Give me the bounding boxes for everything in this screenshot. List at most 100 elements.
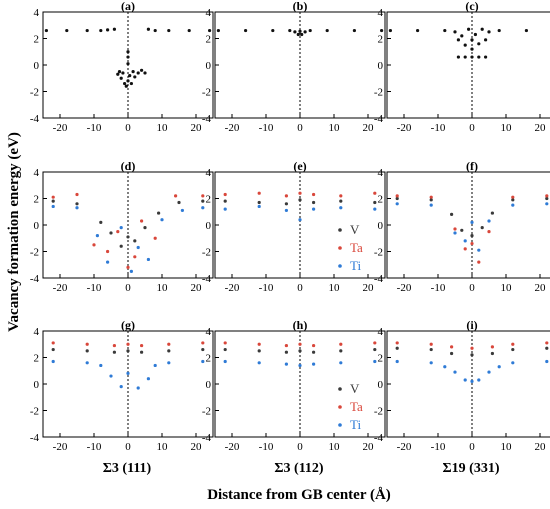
x-tick-label: -20: [397, 282, 412, 294]
data-point: [257, 349, 261, 353]
data-point: [123, 81, 127, 86]
x-tick-label: -10: [87, 122, 102, 134]
data-point: [395, 194, 399, 198]
y-tick-label: 2: [34, 353, 40, 365]
data-point: [470, 241, 474, 246]
panel-label: (c): [465, 0, 478, 13]
data-point: [75, 206, 79, 210]
panel-label: (g): [121, 318, 135, 332]
panel-label: (i): [466, 318, 477, 332]
series-v: [51, 199, 205, 248]
data-point: [95, 234, 99, 238]
data-point: [85, 342, 89, 346]
data-point: [119, 385, 123, 389]
data-point: [116, 72, 120, 76]
data-point: [284, 350, 288, 354]
data-point: [44, 28, 49, 33]
data-point: [373, 200, 377, 205]
data-point: [312, 362, 316, 366]
data-point: [92, 243, 96, 247]
y-tick-label: -4: [30, 273, 40, 285]
series-ta: [395, 341, 549, 350]
y-tick-label: 4: [378, 326, 384, 338]
x-tick-label: -20: [397, 441, 412, 453]
data-point: [126, 342, 130, 346]
data-point: [133, 75, 137, 79]
y-tick-label: 2: [206, 34, 212, 46]
data-point: [298, 29, 302, 33]
y-tick-label: 2: [34, 34, 40, 46]
data-point: [112, 350, 116, 354]
panel-label: (e): [293, 159, 306, 173]
data-point: [133, 239, 137, 243]
legend-marker-ti: [338, 264, 342, 268]
data-point: [223, 347, 227, 352]
data-point: [524, 28, 529, 33]
panel-label: (h): [293, 318, 308, 332]
y-tick-label: 0: [34, 379, 40, 391]
x-tick-label: 20: [535, 122, 547, 134]
data-point: [312, 200, 316, 205]
data-point: [480, 226, 484, 230]
x-tick-label: 10: [329, 441, 341, 453]
legend-label-v: V: [350, 222, 360, 237]
data-point: [129, 81, 133, 86]
x-tick-label: 20: [191, 282, 203, 294]
legend-label-ti: Ti: [350, 417, 361, 432]
x-tick-label: 0: [125, 282, 131, 294]
data-point: [453, 227, 457, 231]
data-point: [484, 55, 488, 59]
plot-frame: [386, 330, 550, 438]
y-tick-label: -2: [30, 87, 39, 99]
data-point: [511, 203, 515, 207]
data-point: [126, 371, 130, 375]
data-point: [293, 30, 297, 34]
data-point: [477, 248, 481, 252]
column-label-3: Σ19 (331): [443, 461, 500, 476]
x-tick-label: -10: [259, 122, 274, 134]
x-tick-label: 20: [363, 122, 375, 134]
y-tick-label: 0: [378, 60, 384, 72]
y-tick-label: -2: [374, 406, 383, 418]
y-tick-label: -2: [202, 247, 211, 259]
data-point: [157, 211, 161, 215]
data-point: [75, 192, 79, 197]
legend-marker-ti: [338, 423, 342, 427]
series-ti: [395, 202, 549, 252]
y-tick-label: 4: [34, 167, 40, 179]
data-point: [177, 200, 181, 205]
x-tick-label: 0: [125, 122, 131, 134]
data-point: [511, 195, 515, 199]
series-ta: [223, 341, 377, 348]
data-point: [373, 347, 377, 352]
data-point: [167, 349, 171, 353]
data-point: [545, 341, 549, 345]
x-tick-label: -10: [87, 282, 102, 294]
y-tick-label: 0: [34, 220, 40, 232]
data-point: [545, 359, 549, 364]
data-point: [75, 202, 79, 206]
data-point: [339, 361, 343, 365]
y-tick-label: 2: [378, 353, 384, 365]
series-v: [223, 198, 377, 206]
series-v: [395, 346, 549, 357]
data-point: [470, 38, 474, 42]
data-point: [153, 363, 157, 368]
data-point: [117, 70, 122, 74]
data-point: [167, 361, 171, 365]
data-point: [373, 207, 377, 211]
series-ta: [51, 341, 205, 348]
data-point: [373, 191, 377, 195]
data-point: [51, 347, 55, 352]
data-point: [140, 343, 144, 348]
data-point: [126, 265, 130, 269]
data-point: [490, 211, 494, 215]
data-point: [463, 239, 467, 243]
y-tick-label: -4: [374, 432, 384, 444]
x-tick-label: 10: [501, 122, 513, 134]
data-point: [140, 350, 144, 354]
legend-marker-ta: [338, 246, 342, 250]
data-point: [257, 191, 261, 195]
